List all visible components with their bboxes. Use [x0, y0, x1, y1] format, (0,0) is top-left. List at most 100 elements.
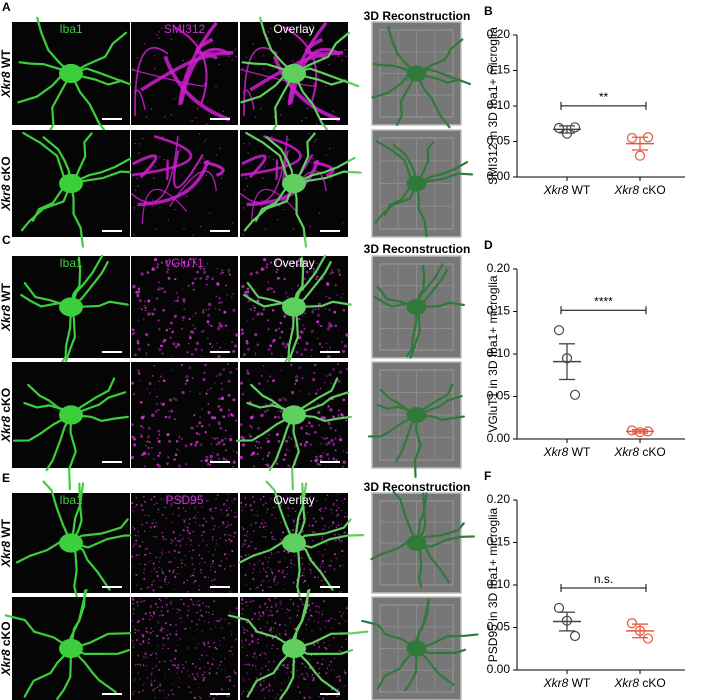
puncta [264, 228, 267, 231]
puncta [200, 460, 203, 462]
puncta [259, 674, 262, 676]
puncta [227, 379, 231, 383]
puncta [276, 268, 279, 271]
significance-bracket [560, 583, 647, 592]
puncta [254, 547, 257, 550]
puncta [177, 296, 180, 298]
puncta [139, 401, 143, 404]
puncta [322, 565, 324, 568]
puncta [192, 603, 195, 606]
puncta [330, 508, 332, 511]
puncta [298, 317, 301, 321]
puncta [199, 609, 202, 612]
puncta [190, 575, 192, 577]
puncta [301, 377, 304, 379]
puncta [268, 156, 270, 158]
puncta [285, 448, 288, 451]
puncta [231, 646, 233, 648]
puncta [211, 277, 215, 281]
puncta [152, 688, 154, 690]
microglia-branch [415, 263, 444, 309]
puncta [221, 627, 223, 629]
puncta [186, 616, 188, 619]
puncta [142, 137, 144, 140]
microglia-soma [282, 173, 306, 194]
puncta [235, 333, 239, 337]
puncta [269, 599, 272, 602]
puncta [284, 624, 287, 627]
puncta [188, 257, 192, 261]
puncta [192, 315, 194, 317]
puncta [275, 605, 277, 608]
puncta [199, 696, 202, 699]
puncta [236, 515, 238, 518]
puncta [341, 618, 343, 620]
puncta [174, 398, 178, 402]
puncta [285, 439, 288, 443]
puncta [311, 676, 313, 678]
puncta [138, 152, 140, 154]
puncta [153, 613, 156, 616]
puncta [143, 568, 146, 571]
puncta [241, 602, 243, 605]
puncta [345, 451, 348, 454]
puncta [239, 423, 243, 427]
puncta [321, 538, 324, 541]
puncta [272, 290, 276, 293]
puncta [270, 27, 272, 30]
puncta [175, 439, 179, 443]
puncta [327, 355, 331, 359]
puncta [147, 452, 150, 456]
puncta [141, 689, 144, 692]
puncta [162, 614, 165, 617]
puncta [195, 517, 198, 520]
puncta [320, 324, 323, 328]
puncta [220, 508, 222, 511]
puncta [193, 414, 196, 417]
puncta [188, 517, 192, 520]
puncta [244, 510, 246, 512]
puncta [318, 645, 321, 648]
puncta [342, 612, 344, 614]
puncta [134, 142, 136, 145]
puncta [145, 354, 147, 357]
puncta [258, 618, 261, 621]
puncta [205, 174, 208, 176]
puncta [336, 493, 339, 495]
puncta [211, 517, 214, 520]
puncta [310, 614, 313, 617]
puncta [180, 499, 183, 502]
puncta [327, 526, 330, 529]
puncta [228, 675, 231, 678]
puncta [147, 426, 151, 430]
puncta [338, 273, 342, 276]
puncta [319, 454, 323, 459]
puncta [278, 602, 280, 604]
puncta [217, 349, 219, 352]
puncta [281, 571, 284, 574]
puncta [308, 563, 311, 565]
puncta [182, 319, 184, 321]
puncta [323, 382, 326, 384]
puncta [232, 465, 234, 468]
puncta [243, 436, 246, 438]
puncta [244, 503, 247, 506]
puncta [235, 419, 238, 422]
microglia-soma [406, 640, 427, 657]
puncta [231, 59, 233, 61]
puncta [165, 605, 168, 608]
puncta [327, 423, 331, 426]
puncta [252, 684, 254, 686]
puncta [220, 669, 222, 671]
puncta [157, 170, 160, 173]
puncta [247, 554, 250, 556]
puncta [165, 259, 169, 263]
puncta [274, 597, 277, 600]
puncta [284, 398, 288, 402]
puncta [247, 546, 249, 548]
puncta [198, 392, 201, 395]
puncta [254, 352, 257, 355]
y-tick-label: 0.10 [487, 577, 511, 591]
puncta [252, 578, 255, 581]
puncta [260, 446, 263, 449]
